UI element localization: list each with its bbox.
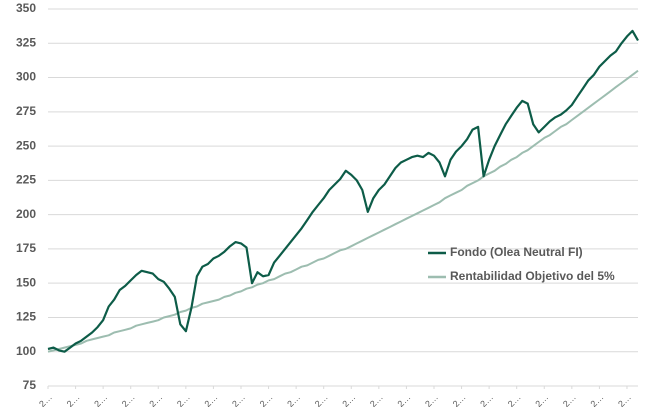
- x-tick-label: 2…: [230, 392, 247, 407]
- y-tick-label: 325: [16, 35, 36, 49]
- x-tick-label: 2…: [478, 392, 495, 407]
- x-tick-label: 2…: [423, 392, 440, 407]
- x-tick-label: 2…: [506, 392, 523, 407]
- y-tick-label: 350: [16, 1, 36, 15]
- y-tick-label: 100: [16, 344, 36, 358]
- legend-label: Fondo (Olea Neutral FI): [450, 245, 583, 259]
- x-tick-label: 2…: [533, 392, 550, 407]
- x-tick-label: 2…: [396, 392, 413, 407]
- y-tick-label: 175: [16, 241, 36, 255]
- y-tick-label: 150: [16, 275, 36, 289]
- legend-label: Rentabilidad Objetivo del 5%: [450, 269, 615, 283]
- y-tick-label: 225: [16, 173, 36, 187]
- x-tick-label: 2…: [203, 392, 220, 407]
- x-tick-label: 2…: [258, 392, 275, 407]
- y-tick-label: 125: [16, 310, 36, 324]
- series-line: [47, 29, 639, 353]
- x-tick-label: 2…: [175, 392, 192, 407]
- x-tick-label: 2…: [589, 392, 606, 407]
- y-tick-label: 75: [23, 378, 37, 392]
- x-tick-label: 2…: [92, 392, 109, 407]
- x-tick-label: 2…: [120, 392, 137, 407]
- series-line: [47, 69, 639, 353]
- x-tick-label: 2…: [368, 392, 385, 407]
- x-tick-label: 2…: [147, 392, 164, 407]
- x-tick-label: 2…: [65, 392, 82, 407]
- x-tick-label: 2…: [340, 392, 357, 407]
- x-tick-label: 2…: [37, 392, 54, 407]
- x-tick-label: 2…: [285, 392, 302, 407]
- x-tick-label: 2…: [451, 392, 468, 407]
- x-tick-label: 2…: [561, 392, 578, 407]
- x-tick-label: 2…: [616, 392, 633, 407]
- x-tick-label: 2…: [313, 392, 330, 407]
- y-tick-label: 200: [16, 207, 36, 221]
- y-tick-label: 300: [16, 70, 36, 84]
- y-tick-label: 250: [16, 138, 36, 152]
- y-tick-label: 275: [16, 104, 36, 118]
